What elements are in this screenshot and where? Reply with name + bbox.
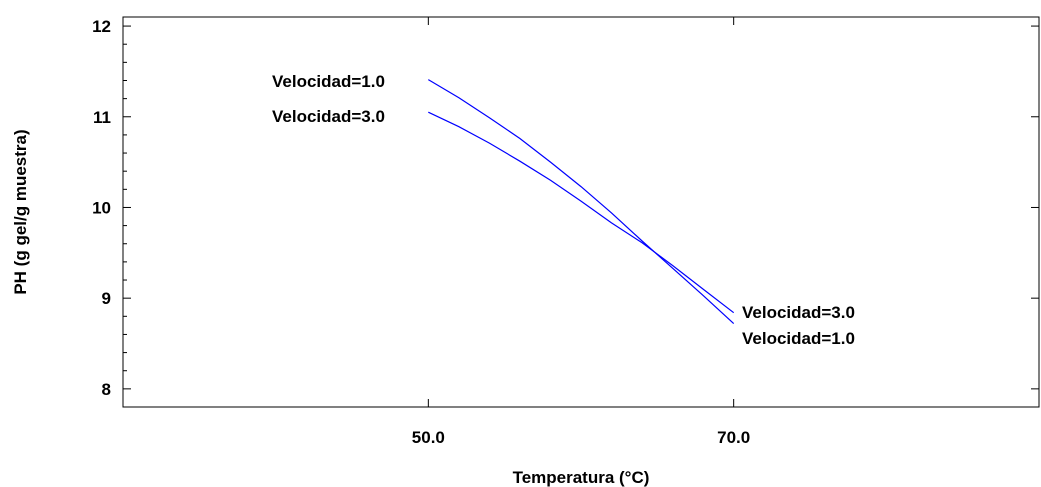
y-tick-label: 8 bbox=[102, 380, 111, 399]
series-line-1 bbox=[427, 79, 735, 325]
series-label-end-top: Velocidad=3.0 bbox=[742, 303, 855, 322]
y-axis-ticks: 8 9 10 11 12 bbox=[92, 17, 1039, 399]
y-tick-label: 10 bbox=[92, 198, 111, 217]
series-label-start-bottom: Velocidad=3.0 bbox=[272, 107, 385, 126]
y-axis-title: PH (g gel/g muestra) bbox=[11, 129, 30, 294]
series-label-end-bottom: Velocidad=1.0 bbox=[742, 329, 855, 348]
series-label-start-top: Velocidad=1.0 bbox=[272, 72, 385, 91]
y-tick-label: 12 bbox=[92, 17, 111, 36]
plot-frame bbox=[122, 16, 1040, 408]
y-tick-label: 9 bbox=[102, 289, 111, 308]
x-tick-label: 70.0 bbox=[717, 428, 750, 447]
y-tick-label: 11 bbox=[93, 108, 111, 127]
x-axis-ticks: 50.0 70.0 bbox=[412, 17, 750, 447]
x-axis-title: Temperatura (°C) bbox=[513, 468, 650, 487]
series-layer bbox=[427, 79, 735, 325]
x-tick-label: 50.0 bbox=[412, 428, 445, 447]
series-line-2 bbox=[428, 111, 735, 314]
